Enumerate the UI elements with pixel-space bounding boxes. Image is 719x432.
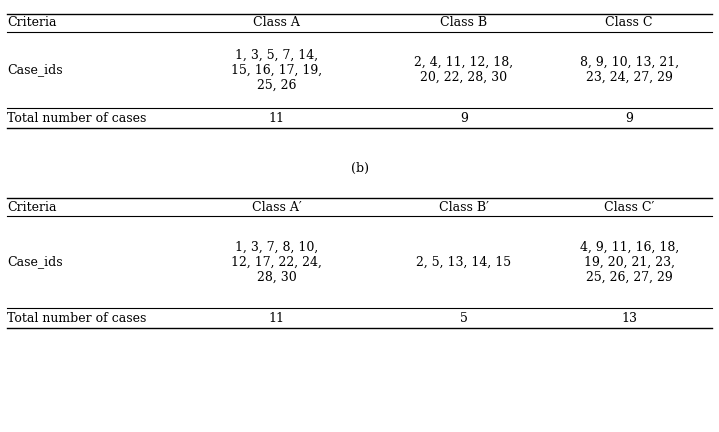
Text: 11: 11 bbox=[269, 311, 285, 324]
Text: 9: 9 bbox=[626, 111, 633, 124]
Text: 1, 3, 5, 7, 14,
15, 16, 17, 19,
25, 26: 1, 3, 5, 7, 14, 15, 16, 17, 19, 25, 26 bbox=[232, 48, 322, 92]
Text: Case_ids: Case_ids bbox=[7, 255, 63, 269]
Text: Class A: Class A bbox=[253, 16, 301, 29]
Text: Criteria: Criteria bbox=[7, 16, 57, 29]
Text: Class B′: Class B′ bbox=[439, 200, 489, 213]
Text: 13: 13 bbox=[621, 311, 637, 324]
Text: 2, 4, 11, 12, 18,
20, 22, 28, 30: 2, 4, 11, 12, 18, 20, 22, 28, 30 bbox=[414, 56, 513, 84]
Text: Class C: Class C bbox=[605, 16, 653, 29]
Text: 4, 9, 11, 16, 18,
19, 20, 21, 23,
25, 26, 27, 29: 4, 9, 11, 16, 18, 19, 20, 21, 23, 25, 26… bbox=[580, 241, 679, 283]
Text: 11: 11 bbox=[269, 111, 285, 124]
Text: Class B: Class B bbox=[440, 16, 487, 29]
Text: 1, 3, 7, 8, 10,
12, 17, 22, 24,
28, 30: 1, 3, 7, 8, 10, 12, 17, 22, 24, 28, 30 bbox=[232, 241, 322, 283]
Text: Total number of cases: Total number of cases bbox=[7, 311, 147, 324]
Text: 2, 5, 13, 14, 15: 2, 5, 13, 14, 15 bbox=[416, 255, 511, 269]
Text: 8, 9, 10, 13, 21,
23, 24, 27, 29: 8, 9, 10, 13, 21, 23, 24, 27, 29 bbox=[580, 56, 679, 84]
Text: Class C′: Class C′ bbox=[604, 200, 654, 213]
Text: (b): (b) bbox=[350, 162, 369, 175]
Text: 5: 5 bbox=[460, 311, 467, 324]
Text: Total number of cases: Total number of cases bbox=[7, 111, 147, 124]
Text: Criteria: Criteria bbox=[7, 200, 57, 213]
Text: Class A′: Class A′ bbox=[252, 200, 302, 213]
Text: Case_ids: Case_ids bbox=[7, 64, 63, 76]
Text: 9: 9 bbox=[460, 111, 467, 124]
